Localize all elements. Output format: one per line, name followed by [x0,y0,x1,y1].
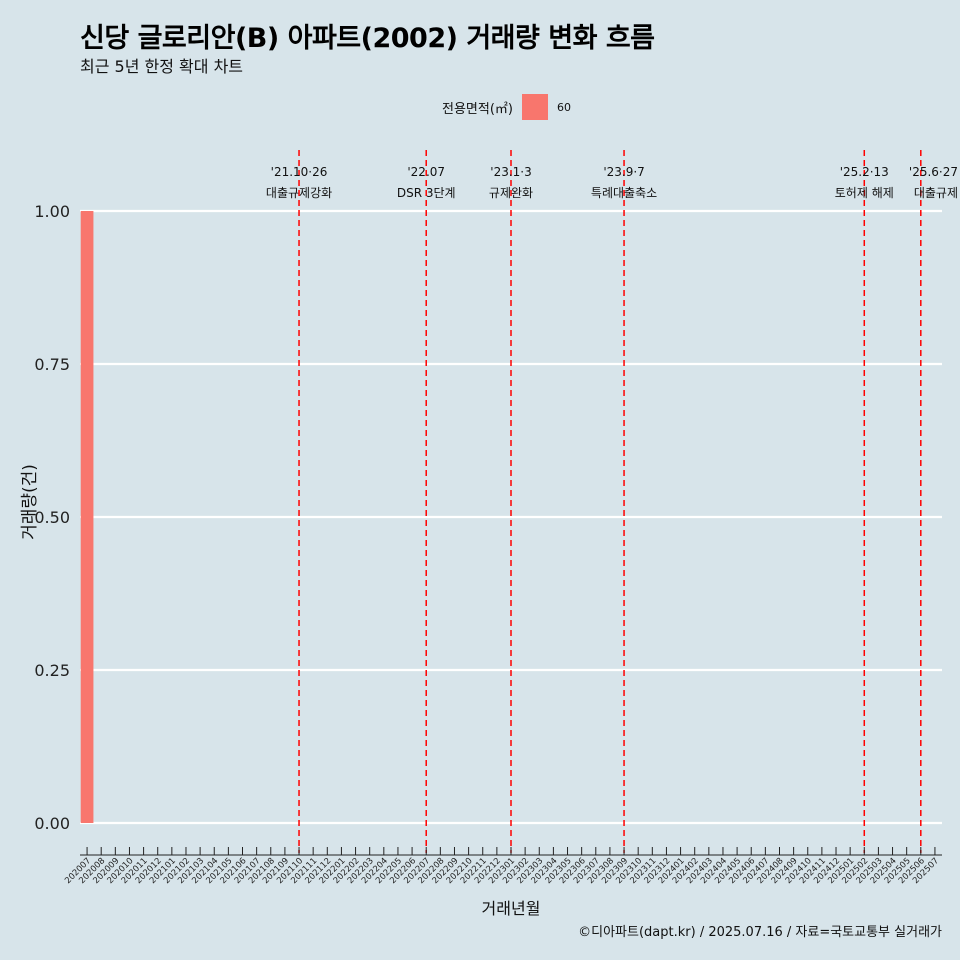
chart-title: 신당 글로리안(B) 아파트(2002) 거래량 변화 흐름 [80,23,655,54]
annotations: '21.10·26 대출규제강화 '22.07 DSR 3단계 '23.1·3 규제완화 '… [266,150,958,853]
event-label: 토허제 해제 [835,186,894,200]
y-tick-label: 0.75 [34,355,70,374]
event-date: '25.2·13 [840,165,889,179]
event-date: '23.1·3 [490,165,531,179]
bars [80,211,94,823]
event-label: 규제완화 [489,186,533,200]
y-tick-label: 0.25 [34,661,70,680]
y-tick-label: 0.00 [34,814,70,833]
chart-subtitle: 최근 5년 한정 확대 차트 [80,57,244,76]
bar [80,211,94,823]
legend-title: 전용면적(㎡) [442,101,513,117]
y-tick-label: 0.50 [34,508,70,527]
legend-item-label: 60 [556,100,571,114]
event-label: DSR 3단계 [397,186,456,200]
event-date: '25.6·27 [909,165,958,179]
y-axis-title: 거래량(건) [20,464,40,540]
event-date: '23.9·7 [603,165,644,179]
source-caption: ©디아파트(dapt.kr) / 2025.07.16 / 자료=국토교통부 실… [578,925,942,940]
event-label: 대출규제 [914,186,958,200]
legend: 전용면적(㎡) 60 [442,93,571,121]
x-axis-title: 거래년월 [482,899,541,918]
event-date: '21.10·26 [271,165,328,179]
axes: 0.000.250.500.751.0020200720200820200920… [34,202,942,886]
y-tick-label: 1.00 [34,202,70,221]
event-label: 특례대출축소 [591,186,657,200]
event-label: 대출규제강화 [266,186,332,200]
event-date: '22.07 [407,165,445,179]
legend-swatch [521,94,548,120]
